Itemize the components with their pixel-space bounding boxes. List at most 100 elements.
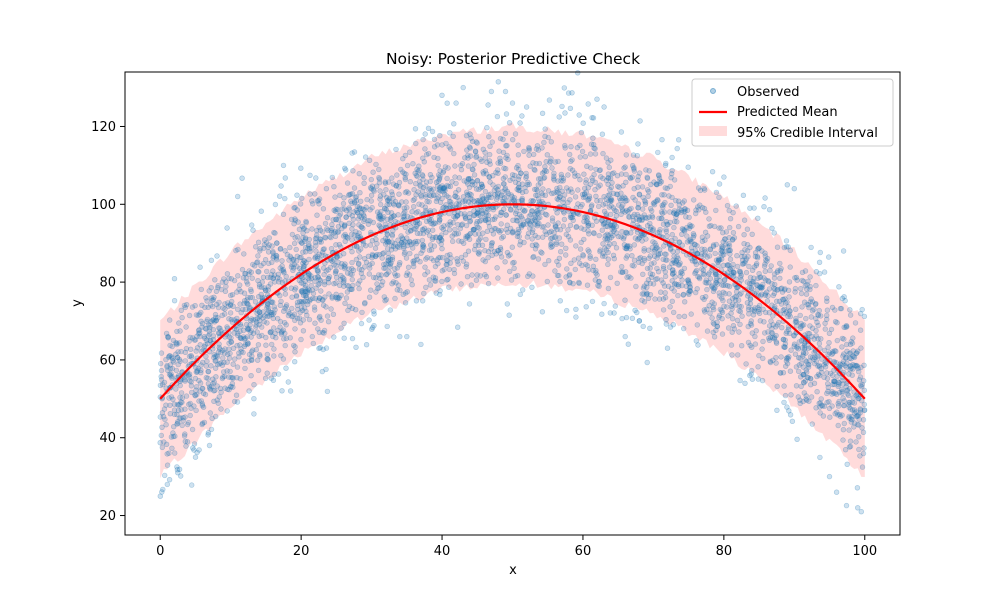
observed-point: [565, 188, 572, 194]
observed-point: [802, 268, 809, 274]
observed-point: [797, 397, 803, 403]
observed-point: [315, 274, 321, 280]
observed-point: [592, 187, 598, 193]
observed-point: [701, 296, 707, 303]
observed-point: [555, 178, 561, 184]
observed-point: [720, 282, 727, 288]
observed-point: [778, 286, 784, 292]
observed-point: [693, 267, 700, 274]
observed-point: [647, 206, 654, 212]
observed-point: [690, 197, 697, 203]
observed-point: [730, 210, 736, 216]
observed-point: [350, 222, 356, 228]
observed-point: [318, 288, 324, 294]
observed-point: [416, 220, 423, 227]
observed-point: [521, 208, 527, 214]
observed-point: [626, 206, 633, 213]
observed-point: [465, 248, 472, 254]
observed-point: [521, 239, 527, 246]
observed-point: [409, 282, 415, 288]
observed-point: [325, 276, 331, 282]
observed-point: [728, 342, 735, 348]
observed-point: [413, 210, 419, 216]
observed-point: [396, 191, 402, 197]
observed-point: [850, 366, 856, 372]
observed-point: [727, 247, 733, 254]
observed-point: [401, 205, 407, 211]
observed-point: [335, 223, 342, 230]
observed-point: [453, 180, 459, 187]
observed-point: [292, 326, 298, 332]
observed-point: [228, 383, 234, 390]
observed-point: [562, 110, 568, 116]
observed-point: [320, 246, 326, 253]
observed-point: [272, 330, 278, 337]
observed-point: [761, 330, 768, 336]
observed-point: [445, 276, 451, 282]
observed-point: [465, 181, 471, 187]
observed-point: [376, 211, 383, 217]
observed-point: [633, 283, 639, 290]
observed-point: [371, 188, 377, 194]
observed-point: [242, 270, 249, 277]
observed-point: [654, 276, 660, 282]
observed-point: [593, 166, 599, 173]
observed-point: [172, 433, 178, 439]
observed-point: [259, 279, 265, 285]
observed-point: [861, 407, 868, 413]
observed-point: [472, 231, 478, 237]
observed-point: [729, 272, 735, 278]
observed-point: [707, 310, 713, 316]
observed-point: [497, 212, 504, 218]
observed-point: [396, 244, 402, 251]
observed-point: [739, 253, 745, 260]
observed-point: [671, 224, 677, 231]
observed-point: [450, 220, 456, 226]
observed-point: [239, 266, 246, 273]
observed-point: [410, 197, 416, 204]
observed-point: [607, 187, 613, 193]
observed-point: [623, 243, 630, 250]
observed-point: [593, 267, 599, 274]
observed-point: [456, 201, 462, 207]
observed-point: [411, 204, 417, 210]
observed-point: [604, 223, 611, 230]
observed-point: [726, 243, 733, 249]
observed-point: [483, 210, 489, 216]
observed-point: [494, 194, 500, 200]
observed-point: [818, 336, 824, 342]
observed-point: [637, 118, 643, 124]
observed-point: [470, 226, 476, 233]
observed-point: [664, 221, 670, 228]
observed-point: [616, 195, 623, 202]
observed-point: [746, 304, 752, 310]
observed-point: [497, 250, 503, 256]
observed-point: [676, 239, 682, 246]
observed-point: [510, 176, 516, 182]
observed-point: [562, 142, 568, 149]
observed-point: [748, 367, 755, 374]
observed-point: [310, 201, 316, 207]
observed-point: [811, 306, 817, 312]
observed-point: [361, 175, 367, 181]
x-axis: 0 20 40 60 80 100: [156, 535, 877, 559]
observed-point: [729, 271, 735, 277]
observed-point: [659, 192, 665, 198]
observed-point: [485, 280, 492, 287]
observed-point: [622, 195, 628, 202]
observed-point: [732, 294, 738, 300]
observed-point: [376, 285, 382, 291]
observed-point: [849, 414, 855, 420]
observed-point: [167, 317, 173, 323]
observed-point: [686, 214, 692, 221]
observed-point: [411, 196, 418, 202]
observed-point: [392, 219, 399, 225]
observed-point: [657, 289, 664, 295]
observed-point: [497, 244, 504, 251]
observed-point: [292, 287, 298, 293]
observed-point: [824, 399, 830, 406]
observed-point: [857, 310, 864, 317]
observed-point: [342, 261, 348, 267]
observed-point: [734, 263, 741, 270]
observed-point: [177, 401, 183, 407]
